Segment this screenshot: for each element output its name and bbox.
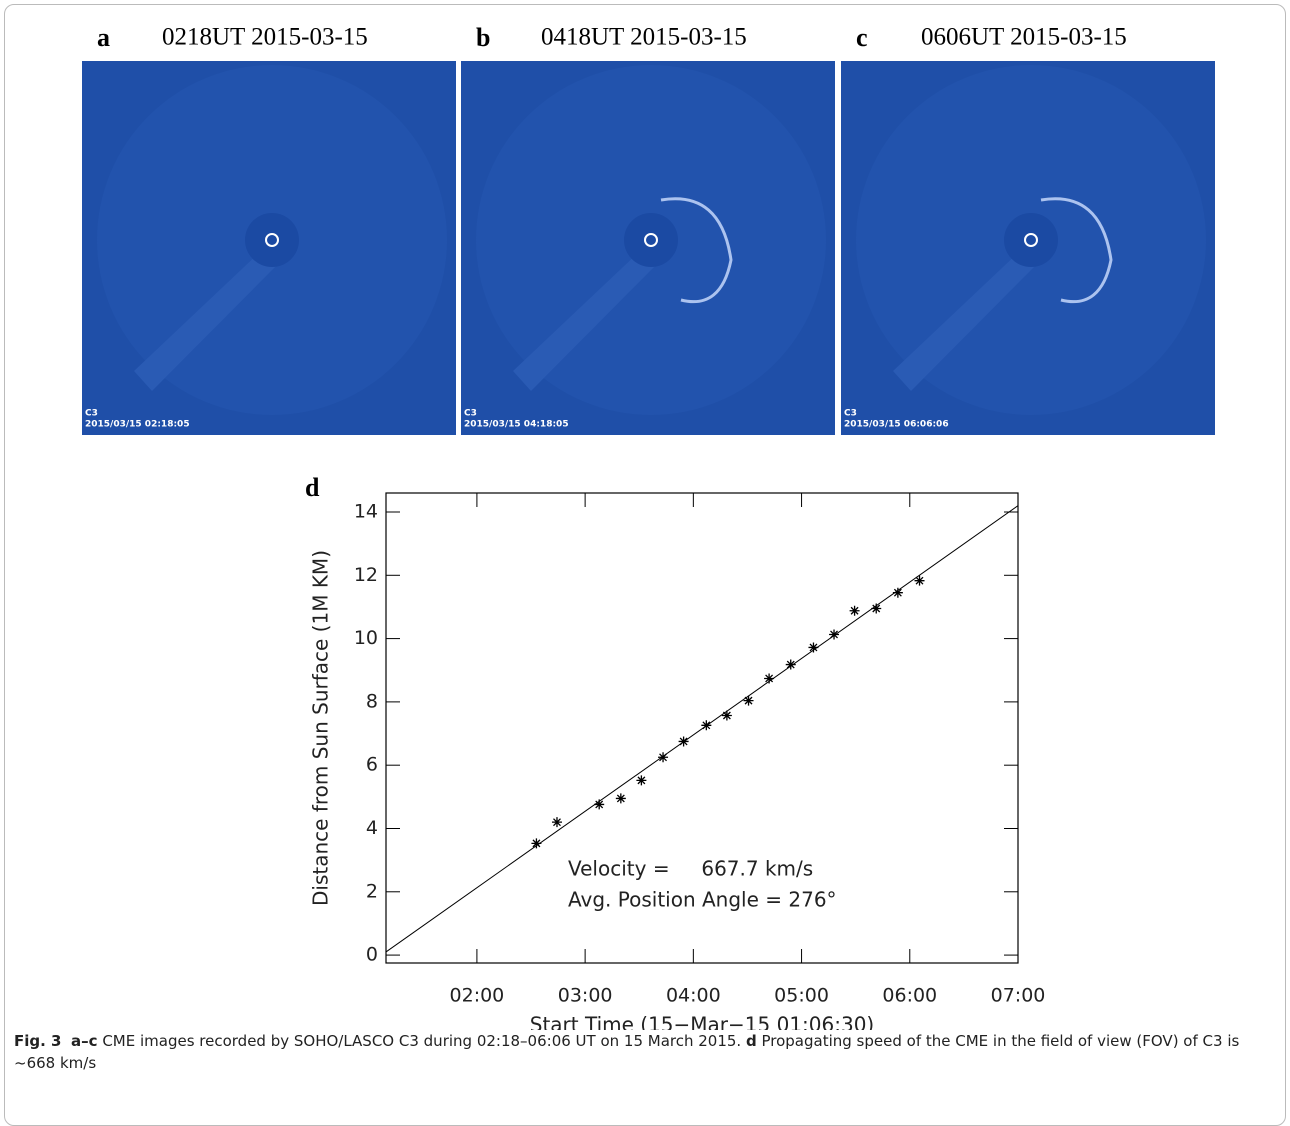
x-tick-label: 04:00	[666, 985, 721, 1007]
image-instrument: C3	[844, 409, 857, 419]
y-tick-label: 8	[366, 690, 378, 712]
y-tick-label: 14	[354, 500, 378, 522]
panel-letter: a	[97, 23, 110, 52]
caption-label: a–c	[71, 1032, 98, 1050]
data-point	[871, 603, 882, 614]
y-tick-label: 4	[366, 817, 378, 839]
data-point	[551, 817, 562, 828]
x-tick-label: 07:00	[991, 985, 1046, 1007]
pylon	[134, 250, 280, 391]
pylon	[893, 250, 1039, 391]
y-tick-label: 0	[366, 944, 378, 966]
y-tick-label: 10	[354, 627, 378, 649]
data-point	[764, 673, 775, 684]
y-tick-label: 2	[366, 880, 378, 902]
panel-title: 0606UT 2015-03-15	[921, 24, 1127, 51]
data-point	[636, 775, 647, 786]
data-point	[914, 575, 925, 586]
sun-disk	[644, 233, 658, 247]
data-point	[849, 605, 860, 616]
caption-label: d	[745, 1032, 757, 1050]
pylon	[513, 250, 659, 391]
data-point	[615, 793, 626, 804]
data-point	[678, 736, 689, 747]
caption-fig: Fig. 3	[14, 1032, 62, 1050]
panel-title: 0218UT 2015-03-15	[162, 24, 368, 51]
cme-front	[660, 197, 733, 304]
caption: Fig. 3 a–c CME images recorded by SOHO/L…	[14, 1030, 1264, 1074]
annotation: Velocity = 667.7 km/s	[568, 857, 813, 881]
data-point	[892, 587, 903, 598]
image-instrument: C3	[464, 409, 477, 419]
data-point	[594, 799, 605, 810]
sun-disk	[1024, 233, 1038, 247]
x-tick-label: 05:00	[774, 985, 829, 1007]
image-timestamp: 2015/03/15 04:18:05	[464, 420, 569, 430]
caption-text: CME images recorded by SOHO/LASCO C3 dur…	[97, 1032, 746, 1050]
occulter	[624, 213, 678, 267]
image-instrument: C3	[85, 409, 98, 419]
data-point	[743, 695, 754, 706]
occulter	[245, 213, 299, 267]
y-axis-label: Distance from Sun Surface (1M KM)	[309, 550, 333, 906]
panel-letter: c	[856, 23, 868, 52]
fit-line	[385, 505, 1019, 953]
x-axis-label: Start Time (15−Mar−15 01:06:30)	[530, 1013, 874, 1031]
data-point	[658, 752, 669, 763]
data-point	[721, 710, 732, 721]
x-tick-label: 03:00	[558, 985, 613, 1007]
panel-title: 0418UT 2015-03-15	[541, 24, 747, 51]
data-point	[531, 838, 542, 849]
x-tick-label: 06:00	[882, 985, 937, 1007]
annotation: Avg. Position Angle = 276°	[568, 888, 837, 912]
panel-letter: b	[476, 23, 490, 52]
data-point	[785, 659, 796, 670]
panel-letter: d	[305, 473, 320, 502]
occulter	[1004, 213, 1058, 267]
y-tick-label: 6	[366, 754, 378, 776]
data-point	[701, 720, 712, 731]
data-point	[808, 642, 819, 653]
caption-text: Propagating speed of the CME in the fiel…	[14, 1032, 1240, 1072]
image-timestamp: 2015/03/15 06:06:06	[844, 420, 949, 430]
cme-front	[1040, 197, 1113, 304]
sun-disk	[265, 233, 279, 247]
x-tick-label: 02:00	[450, 985, 505, 1007]
y-tick-label: 12	[354, 564, 378, 586]
image-timestamp: 2015/03/15 02:18:05	[85, 420, 190, 430]
data-point	[829, 629, 840, 640]
plot-frame	[385, 492, 1019, 964]
